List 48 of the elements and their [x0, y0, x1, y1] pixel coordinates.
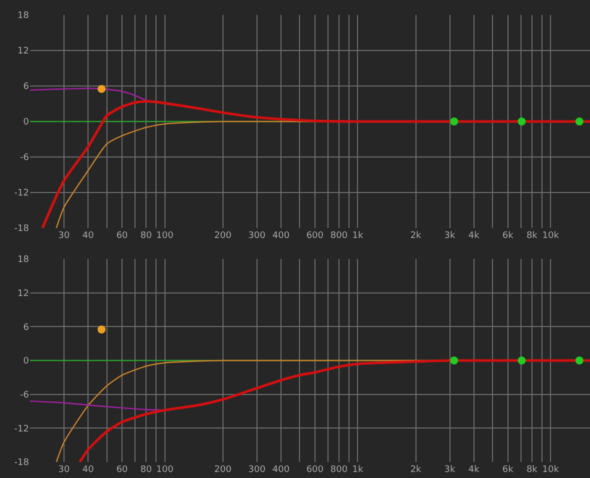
y-tick-label: 0	[23, 356, 30, 367]
y-tick-label: 18	[18, 11, 30, 22]
x-tick-label: 100	[156, 231, 174, 241]
x-tick-label: 6k	[502, 465, 514, 475]
y-tick-label: -12	[14, 424, 29, 434]
x-tick-label: 2k	[410, 231, 422, 241]
x-tick-label: 100	[156, 465, 174, 475]
x-tick-label: 3k	[444, 465, 456, 475]
x-tick-label: 200	[214, 465, 232, 475]
x-tick-label: 300	[248, 465, 266, 475]
x-tick-label: 200	[214, 231, 232, 241]
x-tick-label: 2k	[410, 465, 422, 475]
y-tick-label: -6	[20, 390, 30, 400]
x-tick-label: 300	[248, 231, 266, 241]
x-tick-label: 80	[140, 465, 152, 475]
x-tick-label: 4k	[468, 231, 480, 241]
y-tick-label: 12	[18, 288, 29, 299]
y-tick-label: -12	[14, 188, 29, 199]
y-tick-label: -6	[20, 153, 30, 164]
x-tick-label: 4k	[468, 465, 480, 475]
x-tick-label: 3k	[444, 231, 456, 241]
x-tick-label: 400	[272, 465, 290, 475]
x-tick-label: 30	[58, 231, 70, 241]
x-tick-label: 10k	[542, 465, 560, 475]
y-tick-label: -18	[14, 224, 30, 234]
x-tick-label: 600	[306, 231, 324, 241]
y-tick-label: 0	[23, 118, 30, 128]
x-tick-label: 6k	[502, 231, 514, 241]
x-tick-label: 30	[58, 465, 70, 475]
x-tick-label: 60	[116, 231, 128, 241]
y-tick-label: -18	[14, 458, 30, 468]
x-tick-label: 8k	[526, 231, 538, 241]
y-tick-label: 6	[23, 82, 30, 92]
x-tick-label: 400	[272, 231, 290, 241]
x-tick-label: 80	[140, 231, 152, 241]
x-tick-label: 1k	[352, 465, 364, 475]
x-tick-label: 800	[330, 465, 348, 475]
y-tick-label: 18	[18, 255, 30, 266]
x-tick-label: 10k	[542, 231, 560, 241]
x-tick-label: 40	[82, 465, 94, 475]
x-tick-label: 1k	[352, 231, 364, 241]
y-tick-label: 12	[18, 46, 29, 57]
x-tick-label: 600	[306, 465, 324, 475]
y-tick-label: 6	[23, 322, 30, 333]
x-tick-label: 800	[330, 231, 348, 241]
x-tick-label: 40	[82, 231, 94, 241]
x-tick-label: 8k	[526, 465, 538, 475]
x-tick-label: 60	[116, 465, 128, 475]
